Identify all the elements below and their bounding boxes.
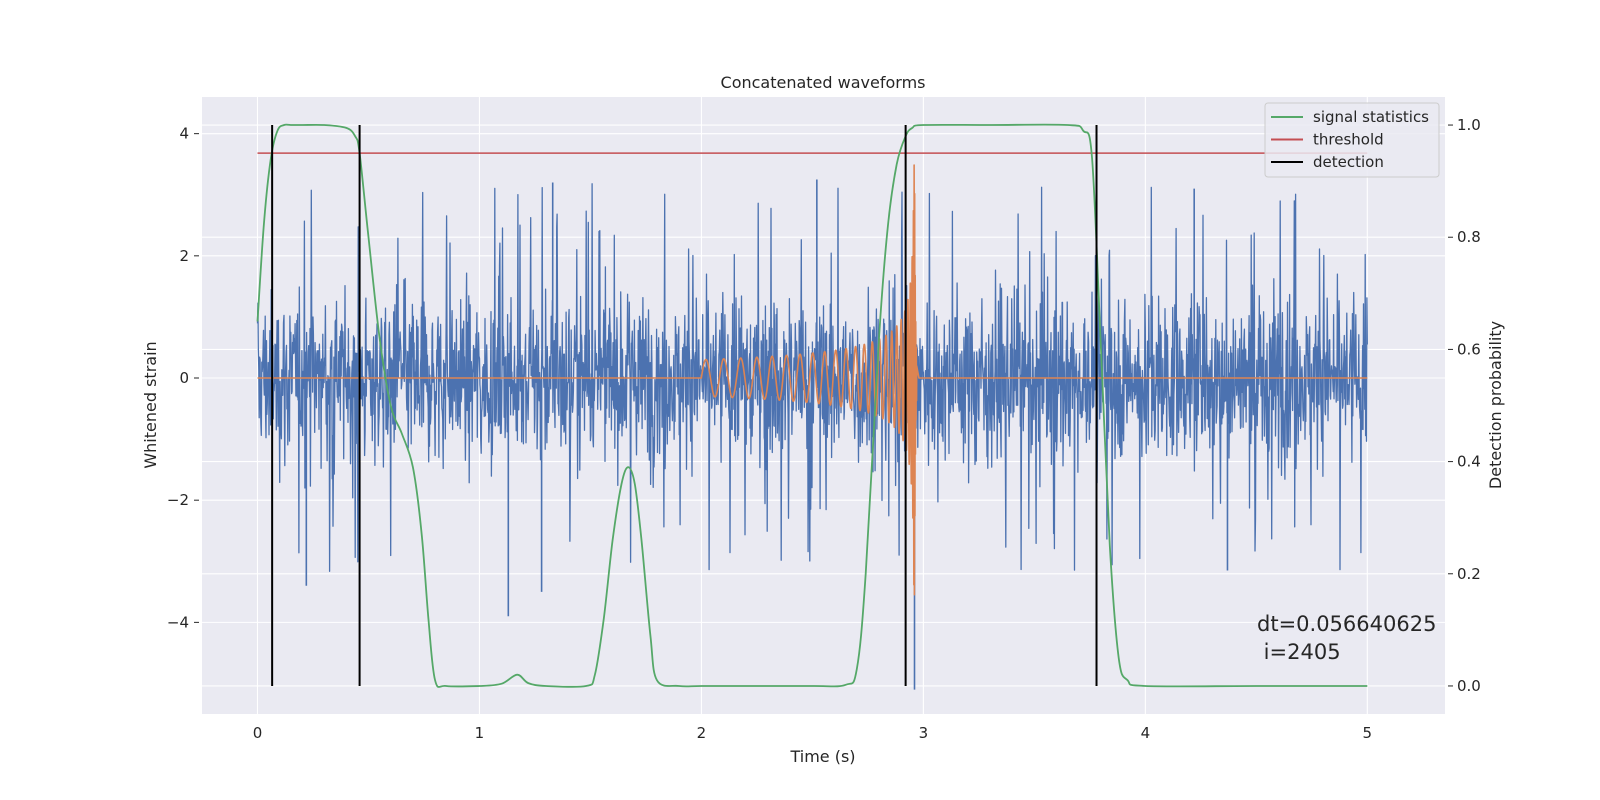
y-axis-label-left: Whitened strain — [141, 341, 160, 468]
y-tick-label-right: 0.4 — [1457, 453, 1481, 471]
plot-area — [256, 123, 1368, 690]
legend-box — [1264, 102, 1440, 178]
chart-title: Concatenated waveforms — [721, 73, 926, 92]
y-tick-label-right: 0.2 — [1457, 565, 1481, 583]
y-tick-label-left: −2 — [167, 491, 189, 509]
y-tick-label-right: 0.0 — [1457, 677, 1481, 695]
x-axis-label: Time (s) — [789, 747, 855, 766]
y-tick-label-right: 0.6 — [1457, 340, 1481, 358]
y-tick-label-left: 4 — [179, 125, 189, 143]
axes: 0 1 2 3 4 5 −4 −2 0 2 4 0.0 0.2 0.4 0.6 0.8 1.0 — [167, 116, 1481, 742]
x-tick-label: 5 — [1363, 724, 1373, 742]
y-tick-label-right: 0.8 — [1457, 228, 1481, 246]
y-tick-label-right: 1.0 — [1457, 116, 1481, 134]
x-tick-label: 4 — [1141, 724, 1151, 742]
x-tick-label: 2 — [697, 724, 707, 742]
legend-label: detection — [1313, 153, 1384, 171]
template-series — [257, 164, 1368, 596]
y-axis-label-right: Detection probability — [1486, 321, 1505, 489]
y-tick-label-left: 2 — [179, 247, 189, 265]
x-tick-label: 0 — [253, 724, 263, 742]
signal-statistics-line — [256, 123, 1368, 688]
y-tick-label-left: 0 — [179, 369, 189, 387]
annotation-i: i=2405 — [1257, 640, 1341, 664]
annotation-dt: dt=0.056640625 — [1257, 612, 1436, 636]
legend-label: threshold — [1313, 131, 1384, 149]
x-tick-label: 1 — [475, 724, 485, 742]
y-tick-label-left: −4 — [167, 613, 189, 631]
legend-label: signal statistics — [1313, 108, 1429, 126]
legend: signal statistics threshold detection — [1264, 102, 1440, 178]
x-tick-label: 3 — [919, 724, 929, 742]
